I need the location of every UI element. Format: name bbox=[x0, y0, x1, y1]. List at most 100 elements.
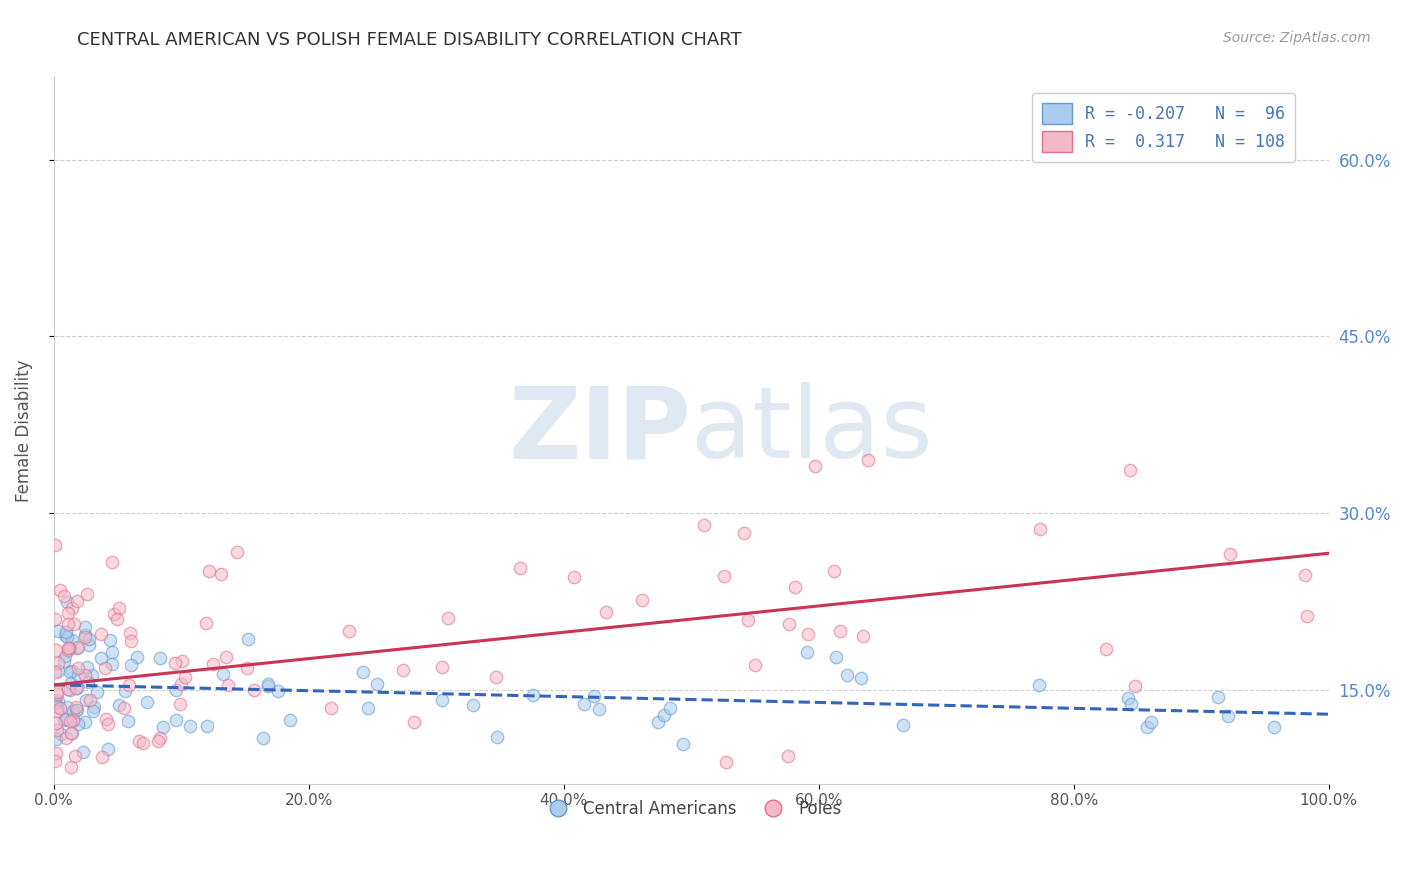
Point bbox=[118, 626, 141, 640]
Point bbox=[105, 611, 128, 625]
Point bbox=[1136, 720, 1159, 734]
Point bbox=[430, 659, 453, 673]
Point bbox=[1028, 678, 1050, 692]
Point bbox=[73, 620, 96, 634]
Point bbox=[572, 697, 595, 711]
Point bbox=[53, 589, 76, 603]
Point bbox=[174, 669, 197, 683]
Point bbox=[165, 682, 187, 697]
Point bbox=[53, 713, 76, 727]
Point bbox=[1218, 708, 1240, 723]
Point bbox=[120, 658, 142, 673]
Point bbox=[86, 685, 108, 699]
Point bbox=[96, 712, 118, 726]
Point bbox=[67, 717, 90, 731]
Point bbox=[194, 616, 217, 631]
Point bbox=[1139, 714, 1161, 729]
Point bbox=[56, 595, 79, 609]
Point bbox=[1296, 608, 1319, 623]
Point bbox=[1125, 679, 1147, 693]
Point bbox=[45, 715, 67, 730]
Point bbox=[1119, 698, 1142, 712]
Point bbox=[588, 702, 610, 716]
Point bbox=[128, 734, 150, 748]
Point bbox=[75, 693, 97, 707]
Point bbox=[125, 649, 148, 664]
Point bbox=[45, 643, 67, 657]
Point bbox=[226, 545, 249, 559]
Point bbox=[46, 687, 69, 701]
Point bbox=[165, 714, 187, 728]
Point bbox=[148, 651, 170, 665]
Point bbox=[46, 789, 69, 803]
Point bbox=[59, 665, 82, 680]
Point bbox=[48, 624, 70, 638]
Point bbox=[630, 593, 652, 607]
Point bbox=[44, 754, 66, 768]
Point bbox=[716, 755, 738, 769]
Point bbox=[744, 657, 766, 672]
Point bbox=[825, 649, 848, 664]
Point bbox=[849, 671, 872, 685]
Point bbox=[66, 681, 89, 695]
Point bbox=[46, 656, 69, 670]
Point bbox=[55, 712, 77, 726]
Point bbox=[238, 632, 260, 647]
Point bbox=[796, 627, 818, 641]
Point bbox=[59, 683, 82, 698]
Point bbox=[1119, 463, 1142, 477]
Point bbox=[118, 678, 141, 692]
Point bbox=[58, 640, 80, 655]
Legend: Central Americans, Poles: Central Americans, Poles bbox=[534, 794, 848, 825]
Point bbox=[713, 569, 735, 583]
Point bbox=[852, 629, 875, 643]
Point bbox=[82, 704, 104, 718]
Point bbox=[108, 601, 131, 615]
Point bbox=[252, 731, 274, 745]
Point bbox=[73, 715, 96, 730]
Point bbox=[44, 696, 66, 710]
Point bbox=[66, 661, 89, 675]
Point bbox=[90, 627, 112, 641]
Point bbox=[80, 668, 103, 682]
Point bbox=[391, 663, 413, 677]
Point bbox=[595, 605, 617, 619]
Point bbox=[217, 678, 239, 692]
Point bbox=[55, 731, 77, 745]
Point bbox=[67, 640, 90, 654]
Point bbox=[201, 657, 224, 671]
Point bbox=[55, 624, 77, 639]
Point bbox=[163, 657, 186, 671]
Point bbox=[56, 789, 79, 803]
Point bbox=[56, 631, 79, 645]
Point bbox=[1116, 691, 1139, 706]
Point bbox=[75, 630, 97, 644]
Point bbox=[778, 748, 800, 763]
Point bbox=[60, 633, 83, 648]
Point bbox=[76, 659, 98, 673]
Point bbox=[509, 561, 531, 575]
Point bbox=[101, 657, 124, 672]
Point bbox=[58, 789, 80, 803]
Point bbox=[72, 746, 94, 760]
Point bbox=[46, 664, 69, 678]
Point bbox=[103, 607, 125, 621]
Point bbox=[135, 695, 157, 709]
Point bbox=[44, 538, 66, 552]
Point bbox=[44, 692, 66, 706]
Point bbox=[131, 736, 153, 750]
Point bbox=[73, 667, 96, 681]
Point bbox=[215, 650, 238, 665]
Point bbox=[152, 720, 174, 734]
Point bbox=[53, 654, 76, 668]
Point bbox=[66, 641, 89, 656]
Point bbox=[652, 708, 675, 723]
Point bbox=[170, 677, 193, 691]
Point bbox=[804, 459, 827, 474]
Point bbox=[430, 692, 453, 706]
Point bbox=[90, 750, 112, 764]
Point bbox=[60, 725, 83, 739]
Text: atlas: atlas bbox=[692, 382, 934, 479]
Point bbox=[62, 714, 84, 728]
Point bbox=[62, 704, 84, 718]
